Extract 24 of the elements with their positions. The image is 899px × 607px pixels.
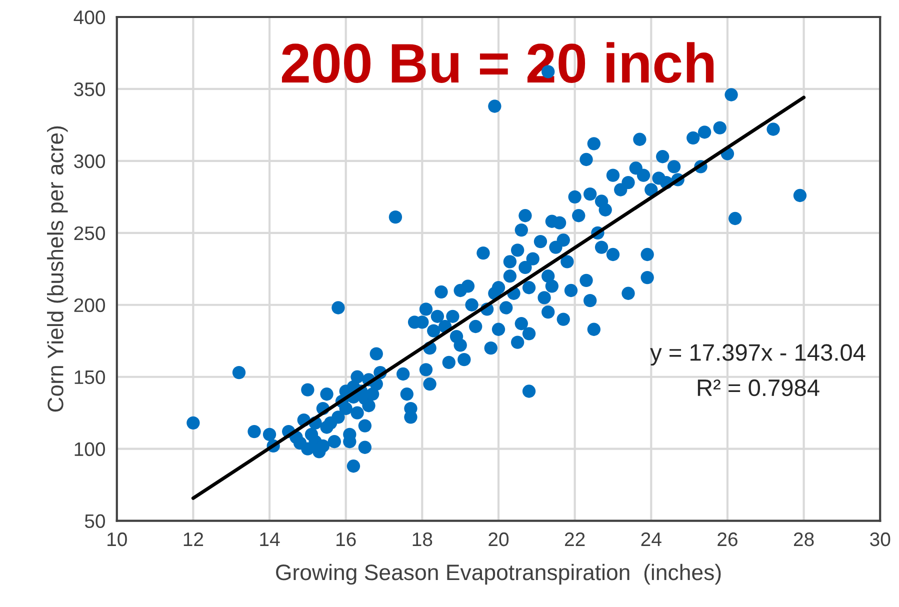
x-tick-label: 22 bbox=[564, 532, 585, 546]
y-tick-label: 350 bbox=[74, 82, 105, 96]
x-tick-label: 30 bbox=[870, 532, 890, 546]
y-tick-label: 250 bbox=[74, 226, 105, 240]
x-tick-label: 16 bbox=[336, 532, 356, 546]
x-tick-label: 12 bbox=[184, 532, 204, 546]
x-tick-label: 26 bbox=[718, 532, 738, 546]
y-tick-label: 300 bbox=[74, 154, 105, 168]
annotation: y = 17.397x - 143.04 bbox=[650, 344, 866, 366]
y-tick-label: 150 bbox=[74, 370, 105, 384]
x-tick-label: 24 bbox=[641, 532, 662, 546]
x-tick-label: 28 bbox=[794, 532, 814, 546]
x-tick-label: 18 bbox=[412, 532, 432, 546]
chart-title: 200 Bu = 20 inch bbox=[282, 42, 714, 83]
y-tick-label: 100 bbox=[74, 442, 105, 456]
x-axis-title: Growing Season Evapotranspiration (inches) bbox=[276, 564, 721, 585]
x-tick-label: 14 bbox=[260, 532, 280, 546]
x-tick-label: 10 bbox=[108, 532, 127, 546]
annotation: R² = 0.7984 bbox=[698, 379, 820, 396]
y-tick-label: 400 bbox=[74, 10, 105, 24]
y-axis-title: Corn Yield (bushels per acre) bbox=[47, 126, 68, 412]
x-tick-label: 20 bbox=[488, 532, 509, 546]
y-tick-label: 200 bbox=[74, 298, 105, 312]
y-tick-label: 50 bbox=[84, 514, 105, 528]
